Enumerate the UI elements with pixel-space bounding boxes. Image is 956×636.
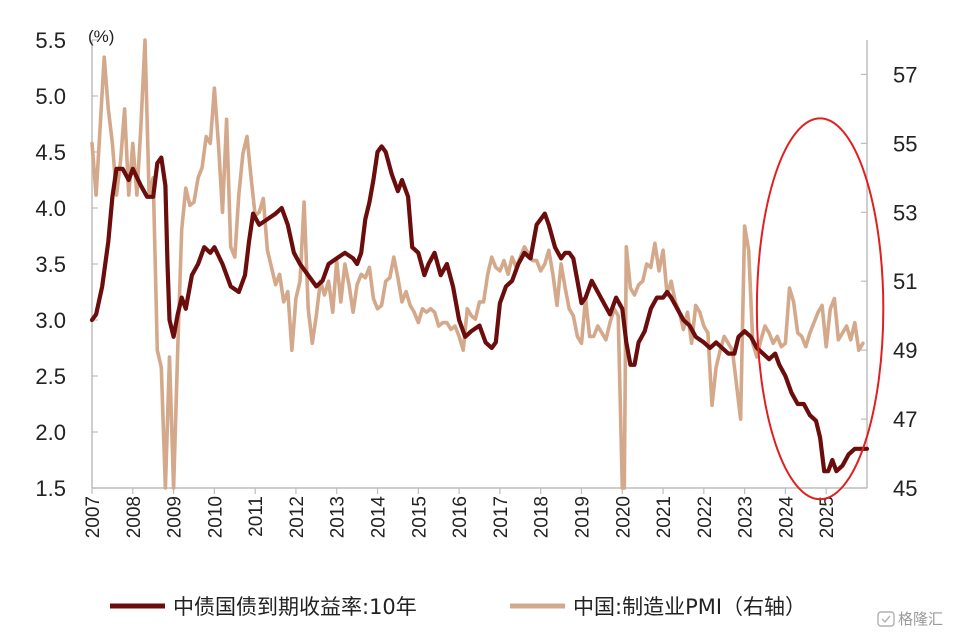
x-tick-label: 2010	[205, 496, 226, 538]
x-tick-label: 2014	[369, 496, 390, 539]
series-line-cgb-yield	[89, 144, 870, 474]
right-y-ticks: 57 55 53 51 49 47 45	[861, 62, 917, 501]
x-tick-label: 2023	[736, 496, 757, 538]
left-y-ticks: 5.5 5.0 4.5 4.0 3.5 3.0 2.5 2.0 1.5	[35, 28, 98, 501]
left-tick-label: 2.0	[35, 420, 66, 445]
y-unit-label: (%)	[88, 27, 114, 46]
x-ticks: 2007 2008 2009 2010 2011 2012 2013 2014 2015 2016…	[83, 488, 838, 538]
right-tick-label: 47	[893, 407, 917, 432]
left-tick-label: 5.0	[35, 84, 66, 109]
x-tick-label: 2024	[776, 496, 797, 539]
highlight-ellipse	[755, 117, 885, 501]
right-tick-label: 51	[893, 269, 917, 294]
left-tick-label: 3.0	[35, 308, 66, 333]
left-tick-label: 4.5	[35, 140, 66, 165]
x-tick-label: 2013	[328, 496, 349, 538]
x-tick-label: 2008	[124, 496, 145, 538]
right-tick-label: 45	[893, 476, 917, 501]
legend: 中债国债到期收益率:10年 中国:制造业PMI（右轴）	[110, 595, 806, 619]
x-tick-label: 2022	[695, 496, 716, 538]
x-tick-label: 2020	[613, 496, 634, 538]
legend-label-pmi: 中国:制造业PMI（右轴）	[573, 595, 806, 619]
x-tick-label: 2015	[409, 496, 430, 538]
x-tick-label: 2012	[287, 496, 308, 538]
x-tick-label: 2018	[532, 496, 553, 538]
x-tick-label: 2019	[572, 496, 593, 538]
x-tick-label: 2009	[165, 496, 186, 538]
svg-text:格隆汇: 格隆汇	[898, 610, 943, 628]
left-tick-label: 5.5	[35, 28, 66, 53]
watermark-logo: 格隆汇	[877, 610, 943, 628]
right-tick-label: 49	[893, 338, 917, 363]
x-tick-label: 2017	[491, 496, 512, 538]
right-tick-label: 55	[893, 131, 917, 156]
series-lines	[89, 38, 870, 490]
x-tick-label: 2016	[450, 496, 471, 538]
series-line-pmi	[90, 38, 865, 490]
x-tick-label: 2007	[83, 496, 104, 538]
x-tick-label: 2011	[246, 496, 267, 537]
legend-label-cgb-yield: 中债国债到期收益率:10年	[173, 595, 417, 619]
x-tick-label: 2021	[654, 496, 675, 538]
x-tick-label: 2025	[817, 496, 838, 538]
left-tick-label: 2.5	[35, 364, 66, 389]
left-tick-label: 1.5	[35, 476, 66, 501]
left-tick-label: 3.5	[35, 252, 66, 277]
right-tick-label: 57	[893, 62, 917, 87]
left-tick-label: 4.0	[35, 196, 66, 221]
right-tick-label: 53	[893, 200, 917, 225]
